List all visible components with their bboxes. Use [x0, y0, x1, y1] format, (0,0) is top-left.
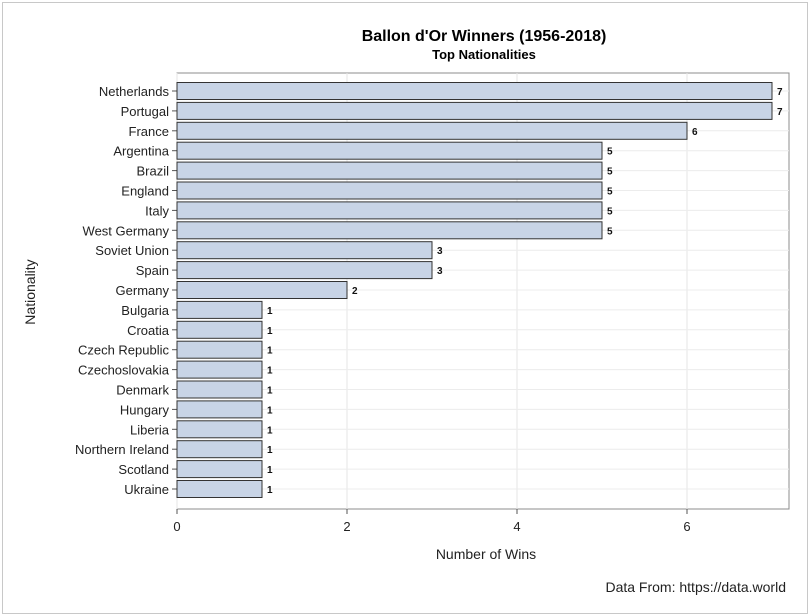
y-tick-label: Liberia	[130, 422, 170, 437]
x-tick-label: 0	[173, 519, 180, 534]
y-tick-label: England	[121, 184, 169, 199]
y-tick-label: Spain	[136, 263, 169, 278]
data-label: 1	[267, 346, 273, 357]
bar	[176, 480, 263, 498]
y-tick-label: France	[129, 124, 169, 139]
bar-chart: Ballon d'Or Winners (1956-2018) Top Nati…	[22, 28, 790, 595]
data-label: 1	[267, 405, 273, 416]
chart-title: Ballon d'Or Winners (1956-2018)	[362, 28, 607, 45]
bar	[176, 320, 263, 339]
bar	[176, 241, 433, 260]
plot-area: 0 2 4 6 Netherlands 7 Portugal 7 France 6 Argentin…	[75, 72, 790, 534]
bar	[176, 201, 603, 220]
data-label: 1	[267, 485, 273, 496]
y-tick-label: Brazil	[136, 164, 169, 179]
data-label: 6	[692, 127, 698, 138]
bar	[176, 300, 263, 319]
y-tick-label: Hungary	[120, 402, 170, 417]
y-tick-label: Northern Ireland	[75, 442, 169, 457]
x-tick-label: 2	[343, 519, 350, 534]
bar	[176, 221, 603, 240]
bar	[176, 360, 263, 379]
data-label: 5	[607, 187, 613, 198]
y-axis-label: Nationality	[22, 259, 38, 324]
x-tick-label: 4	[513, 519, 520, 534]
y-tick-label: Croatia	[127, 323, 170, 338]
data-label: 3	[437, 266, 443, 277]
data-label: 7	[777, 87, 783, 98]
chart-subtitle: Top Nationalities	[432, 47, 536, 62]
y-tick-label: Netherlands	[99, 84, 170, 99]
y-tick-label: Denmark	[116, 383, 169, 398]
data-label: 1	[267, 445, 273, 456]
bar	[176, 161, 603, 180]
y-tick-label: Bulgaria	[121, 303, 169, 318]
data-source-note: Data From: https://data.world	[605, 579, 786, 595]
bar	[176, 101, 773, 120]
data-label: 5	[607, 226, 613, 237]
bar	[176, 420, 263, 439]
bar	[176, 460, 263, 479]
data-label: 3	[437, 246, 443, 257]
y-tick-label: Scotland	[118, 462, 169, 477]
y-tick-label: Ukraine	[124, 482, 169, 497]
bar	[176, 400, 263, 419]
y-tick-label: Portugal	[121, 104, 170, 119]
bar	[176, 380, 263, 399]
bar	[176, 281, 348, 299]
bar	[176, 141, 603, 160]
y-tick-label: Czechoslovakia	[78, 363, 170, 378]
data-label: 1	[267, 425, 273, 436]
x-tick-label: 6	[683, 519, 690, 534]
y-tick-label: Soviet Union	[95, 243, 169, 258]
data-label: 1	[267, 306, 273, 317]
y-tick-label: West Germany	[83, 223, 170, 238]
y-tick-label: Argentina	[113, 144, 169, 159]
data-label: 7	[777, 107, 783, 118]
data-label: 1	[267, 386, 273, 397]
data-label: 2	[352, 286, 358, 297]
y-tick-label: Czech Republic	[78, 343, 170, 358]
x-axis-label: Number of Wins	[436, 546, 536, 562]
data-label: 5	[607, 167, 613, 178]
bar	[176, 121, 688, 140]
data-label: 1	[267, 326, 273, 337]
bar	[176, 82, 773, 100]
data-label: 1	[267, 465, 273, 476]
bar	[176, 261, 433, 280]
data-label: 1	[267, 366, 273, 377]
data-label: 5	[607, 206, 613, 217]
y-tick-label: Italy	[145, 203, 169, 218]
y-tick-label: Germany	[116, 283, 170, 298]
data-label: 5	[607, 147, 613, 158]
bar	[176, 340, 263, 359]
bar	[176, 440, 263, 459]
bar	[176, 181, 603, 200]
